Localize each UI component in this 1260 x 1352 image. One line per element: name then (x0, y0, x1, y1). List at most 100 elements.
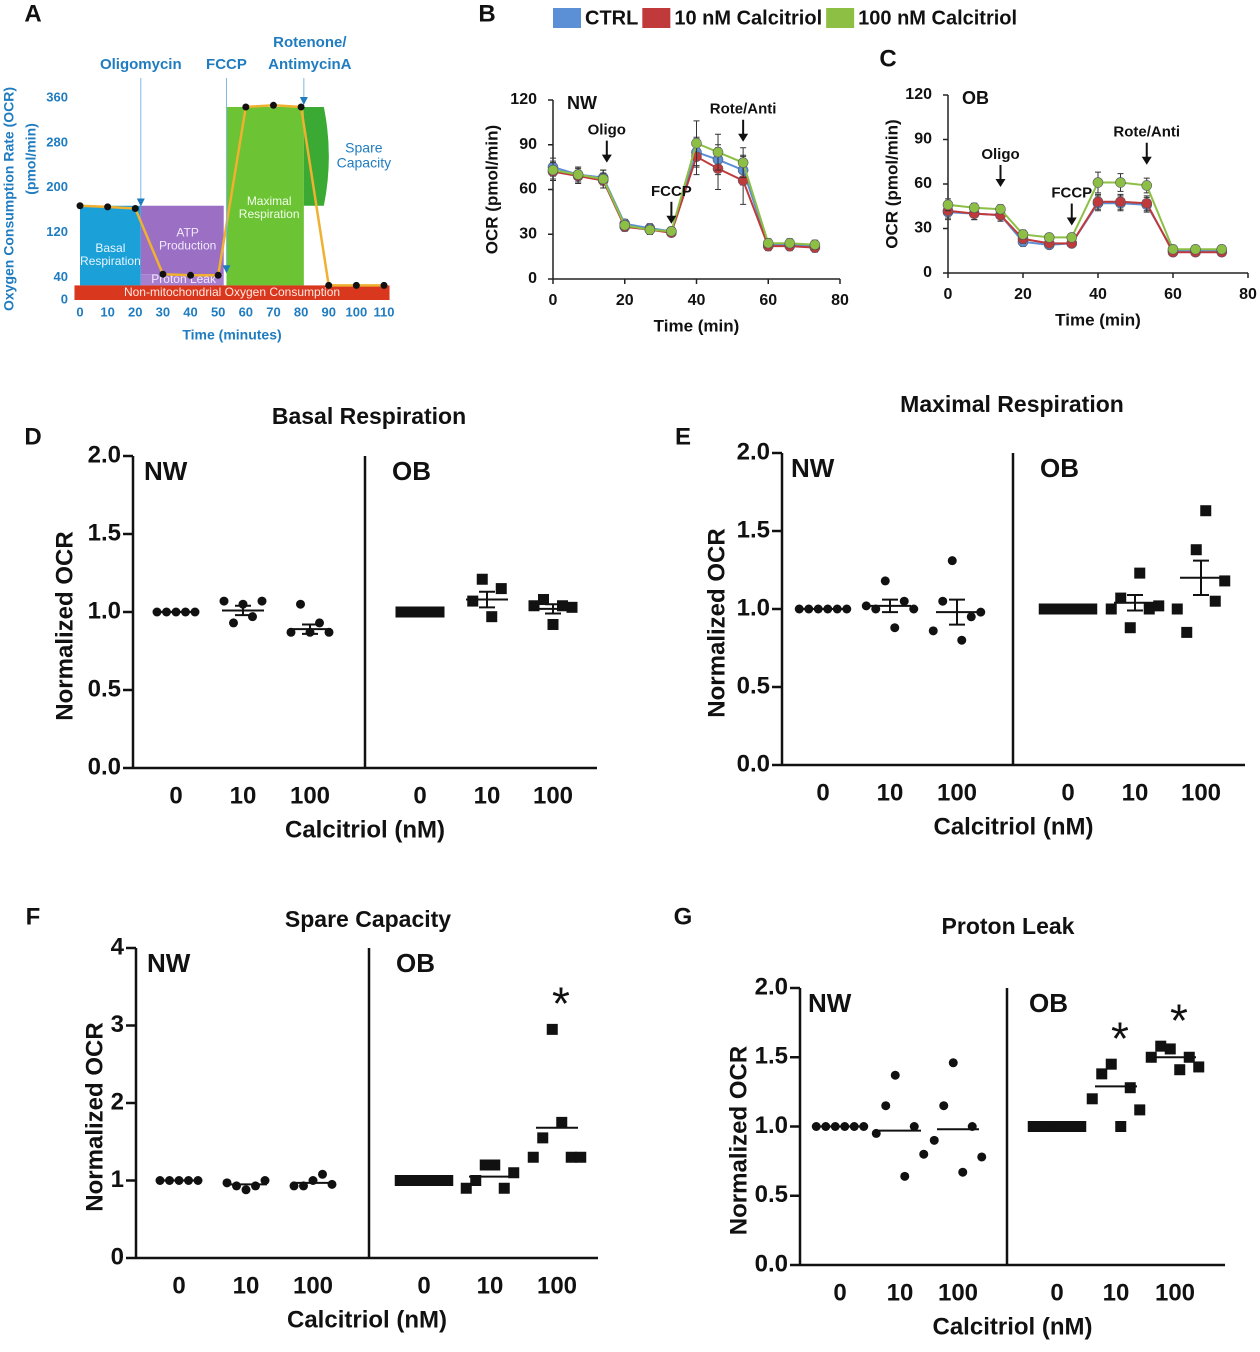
series-point (712, 146, 724, 158)
y-tick-label: 1.0 (88, 597, 121, 624)
data-point (976, 607, 986, 617)
y-tick-label: 60 (519, 181, 537, 198)
x-tick-label: 30 (156, 304, 170, 319)
injection-label: FCCP (206, 56, 247, 73)
x-tick-label: 110 (374, 304, 395, 319)
data-point (899, 596, 909, 606)
legend-label: 100 nM Calcitriol (858, 7, 1017, 29)
data-point (476, 573, 488, 585)
panel-letter: A (24, 0, 41, 27)
series-point (784, 237, 796, 249)
annotation-label: Oligo (588, 122, 626, 139)
x-tick-label: 0 (413, 782, 426, 809)
x-tick-label: 100 (293, 1272, 333, 1299)
series-point (1017, 229, 1029, 240)
data-point (251, 1181, 260, 1191)
chart-title: Basal Respiration (272, 403, 466, 429)
y-tick-label: 2.0 (88, 441, 121, 468)
y-tick-label: 0.5 (737, 672, 770, 699)
y-tick-label: 30 (519, 225, 537, 242)
data-point (794, 604, 804, 614)
annotation-label: FCCP (651, 183, 692, 200)
series-point (942, 199, 954, 211)
data-point (859, 1122, 869, 1131)
panel-letter: G (674, 903, 693, 930)
data-point (871, 1128, 881, 1138)
data-point (1145, 1051, 1157, 1063)
leak-region (140, 274, 224, 286)
x-tick-label: 0 (417, 1272, 430, 1299)
ocr-line (79, 104, 384, 287)
x-tick-label: 100 (1181, 779, 1221, 806)
data-point (880, 576, 890, 586)
y-tick-label: 4 (111, 933, 125, 960)
ocr-point (76, 202, 84, 210)
series-point (619, 220, 631, 231)
data-point (881, 1101, 891, 1111)
data-point (489, 1159, 501, 1171)
data-point (1027, 1121, 1039, 1132)
data-point (575, 1151, 587, 1163)
condition-label: OB (962, 88, 989, 108)
data-point (315, 618, 324, 628)
x-tick-label: 10 (233, 1272, 260, 1299)
data-point (556, 1116, 568, 1128)
y-axis-label: Normalized OCR (725, 1046, 752, 1235)
data-point (442, 1175, 454, 1186)
series-point (968, 202, 980, 214)
data-point (1164, 1043, 1176, 1055)
significance-label: * (1170, 994, 1188, 1046)
sem-bar (235, 604, 251, 617)
y-tick-label: 1.5 (737, 516, 770, 543)
region-label: Respiration (239, 207, 300, 221)
series-point (1092, 177, 1104, 188)
sem-bar (302, 623, 318, 635)
x-tick-label: 10 (477, 1272, 504, 1299)
series-point (1141, 197, 1153, 209)
series-point (547, 164, 559, 176)
injection-label: Rotenone/ (273, 34, 347, 51)
region-label: ATP (176, 226, 198, 240)
data-point (1143, 603, 1155, 615)
series-point (1216, 243, 1228, 255)
x-tick-label: 10 (1122, 779, 1149, 806)
series-point (995, 203, 1006, 215)
series-point (597, 173, 609, 185)
y-axis-label: Oxygen Consumption Rate (OCR) (1, 87, 17, 311)
region-label: Basal (95, 241, 125, 255)
data-point (1105, 1058, 1117, 1070)
y-tick-label: 90 (519, 136, 537, 153)
y-axis-label: Normalized OCR (703, 528, 730, 717)
data-point (296, 599, 305, 609)
data-point (537, 1132, 549, 1144)
annotation-label: FCCP (1051, 185, 1092, 202)
y-tick-label: 1.0 (737, 594, 770, 621)
data-point (327, 1179, 337, 1189)
legend-swatch (826, 8, 855, 28)
data-point (957, 635, 967, 645)
x-tick-label: 10 (100, 304, 114, 319)
y-tick-label: 120 (46, 224, 68, 239)
x-tick-label: 0 (1050, 1279, 1063, 1306)
y-tick-label: 40 (54, 269, 68, 284)
data-point (948, 1058, 958, 1068)
annotation-arrow-head (1141, 156, 1152, 165)
series-point (666, 225, 677, 237)
series-point (691, 137, 702, 149)
x-tick-label: 60 (1164, 286, 1182, 303)
data-point (1209, 595, 1221, 607)
injection-arrow (299, 96, 308, 105)
annotation-label: Rote/Anti (1113, 124, 1180, 141)
data-point (1190, 544, 1202, 556)
x-axis-label: Calcitriol (nM) (285, 816, 445, 843)
panel-letter: D (24, 423, 41, 450)
y-axis-label: OCR (pmol/min) (482, 125, 501, 254)
x-axis-label: Time (minutes) (182, 327, 281, 343)
data-point (1115, 592, 1127, 604)
data-point (1174, 1064, 1186, 1076)
series-point (572, 169, 584, 180)
x-tick-label: 0 (76, 304, 83, 319)
x-tick-label: 40 (1089, 286, 1107, 303)
data-point (811, 1122, 821, 1131)
ocr-point (131, 205, 139, 213)
